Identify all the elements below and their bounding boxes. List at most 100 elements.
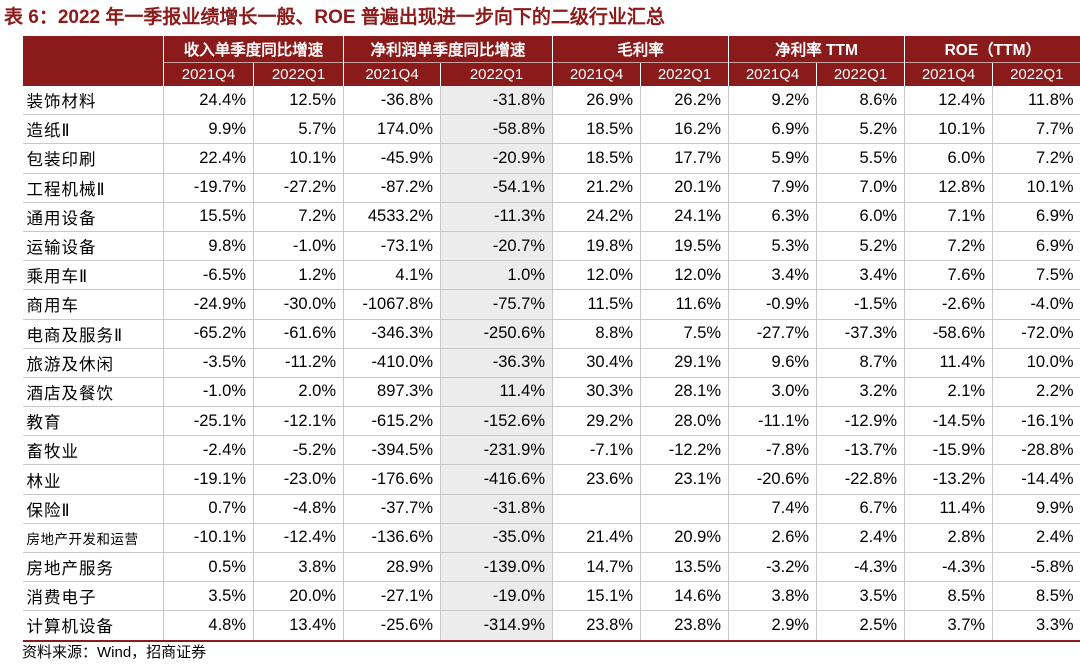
table-cell: -73.1%	[343, 231, 441, 262]
table-cell: -10.1%	[163, 523, 254, 554]
table-cell: 7.0%	[816, 173, 905, 203]
table-cell: 3.3%	[992, 610, 1080, 642]
table-cell: 2.4%	[992, 523, 1080, 554]
table-row: 包装印刷 22.4% 10.1% -45.9% -20.9% 18.5% 17.7% 5.9%…	[22, 143, 1080, 174]
table-cell: 2.5%	[816, 610, 905, 642]
table-cell: -13.7%	[816, 435, 905, 466]
table-cell: -5.2%	[252, 435, 344, 466]
industry-name: 造纸Ⅱ	[22, 114, 164, 145]
table-cell: -58.6%	[904, 319, 993, 349]
table-cell: 11.4%	[440, 377, 553, 408]
header-revenue-growth: 收入单季度同比增速	[162, 36, 344, 63]
table-cell: 17.7%	[640, 143, 729, 174]
table-cell: 3.2%	[816, 377, 905, 408]
table-row: 酒店及餐饮 -1.0% 2.0% 897.3% 11.4% 30.3% 28.1% 3.0% 3…	[22, 377, 1080, 408]
table-cell: 20.9%	[640, 523, 729, 554]
table-cell: -27.2%	[252, 173, 344, 203]
table-cell: 7.5%	[640, 319, 729, 349]
table-cell: 7.1%	[904, 202, 993, 232]
industry-name: 教育	[22, 406, 164, 437]
table-cell: -1067.8%	[343, 289, 441, 320]
header-period: 2021Q4	[728, 62, 817, 86]
table-cell: 28.1%	[640, 377, 729, 408]
table-cell: 30.3%	[552, 377, 641, 408]
table-cell: -25.6%	[343, 610, 441, 642]
table-cell: 28.9%	[343, 552, 441, 583]
industry-name: 计算机设备	[22, 610, 164, 642]
table-cell: 10.1%	[904, 114, 993, 145]
table-cell: 19.8%	[552, 231, 641, 262]
table-cell: 7.2%	[992, 143, 1080, 174]
table-cell: -1.5%	[816, 289, 905, 320]
table-cell: -19.7%	[163, 173, 254, 203]
table-cell: -4.3%	[816, 552, 905, 583]
table-row: 消费电子 3.5% 20.0% -27.1% -19.0% 15.1% 14.6% 3.8% 3…	[22, 581, 1080, 612]
table-row: 教育 -25.1% -12.1% -615.2% -152.6% 29.2% 28.0% -1…	[22, 406, 1080, 437]
industry-name: 运输设备	[22, 231, 164, 262]
industry-name: 乘用车Ⅱ	[22, 260, 164, 291]
table-cell: 12.4%	[904, 86, 993, 116]
table-cell: 2.6%	[728, 523, 817, 554]
header-roe-ttm: ROE（TTM）	[904, 36, 1080, 63]
table-cell: 11.5%	[552, 289, 641, 320]
table-row: 造纸Ⅱ 9.9% 5.7% 174.0% -58.8% 18.5% 16.2% 6.9% 5.2…	[22, 114, 1080, 145]
table-cell: -1.0%	[252, 231, 344, 262]
table-cell: -1.0%	[163, 377, 254, 408]
header-period: 2021Q4	[163, 62, 254, 86]
table-cell: 24.1%	[640, 202, 729, 232]
table-cell: -61.6%	[252, 319, 344, 349]
table-cell: 11.4%	[904, 348, 993, 378]
table-cell: -35.0%	[440, 523, 553, 554]
table-cell: 6.7%	[816, 494, 905, 524]
header-period: 2021Q4	[552, 62, 641, 86]
table-cell: 2.8%	[904, 523, 993, 554]
table-cell: 3.7%	[904, 610, 993, 642]
table-cell: 22.4%	[163, 143, 254, 174]
industry-name: 林业	[22, 464, 164, 495]
table-cell: 20.1%	[640, 173, 729, 203]
table-cell: 2.1%	[904, 377, 993, 408]
table-cell: -27.1%	[343, 581, 441, 612]
table-cell: 30.4%	[552, 348, 641, 378]
table-cell: 3.0%	[728, 377, 817, 408]
header-period: 2022Q1	[992, 62, 1080, 86]
table-cell: 3.4%	[728, 260, 817, 291]
table-cell: 10.0%	[992, 348, 1080, 378]
industry-name: 畜牧业	[22, 435, 164, 466]
table-cell: -36.8%	[343, 86, 441, 116]
table-cell: 23.8%	[640, 610, 729, 642]
table-cell: -16.1%	[992, 406, 1080, 437]
table-cell: 10.1%	[992, 173, 1080, 203]
industry-name: 电商及服务Ⅱ	[22, 319, 164, 349]
table-cell: -65.2%	[163, 319, 254, 349]
table-cell: -13.2%	[904, 464, 993, 495]
header-corner	[22, 36, 164, 86]
table-cell: -20.9%	[440, 143, 553, 174]
table-cell: 2.2%	[992, 377, 1080, 408]
table-cell: -0.9%	[728, 289, 817, 320]
table-cell: 9.2%	[728, 86, 817, 116]
table-cell: 9.8%	[163, 231, 254, 262]
industry-name: 房地产开发和运营	[22, 523, 164, 554]
industry-name: 包装印刷	[22, 143, 164, 174]
table-cell: -20.7%	[440, 231, 553, 262]
table-cell: 12.8%	[904, 173, 993, 203]
table-cell: 20.0%	[252, 581, 344, 612]
table-cell: 9.6%	[728, 348, 817, 378]
table-cell: -4.3%	[904, 552, 993, 583]
table-cell	[552, 494, 641, 524]
table-cell: -11.2%	[252, 348, 344, 378]
table-cell: 11.8%	[992, 86, 1080, 116]
table-cell: 5.2%	[816, 114, 905, 145]
industry-name: 酒店及餐饮	[22, 377, 164, 408]
header-period: 2022Q1	[440, 62, 553, 86]
table-row: 畜牧业 -2.4% -5.2% -394.5% -231.9% -7.1% -12.2% -7…	[22, 435, 1080, 466]
table-cell: -12.9%	[816, 406, 905, 437]
table-cell: 11.6%	[640, 289, 729, 320]
table-cell: 7.4%	[728, 494, 817, 524]
industry-name: 通用设备	[22, 202, 164, 232]
table-cell: 1.2%	[252, 260, 344, 291]
industry-name: 装饰材料	[22, 86, 164, 116]
table-cell: 9.9%	[163, 114, 254, 145]
source-note: 资料来源：Wind，招商证券	[22, 644, 207, 661]
